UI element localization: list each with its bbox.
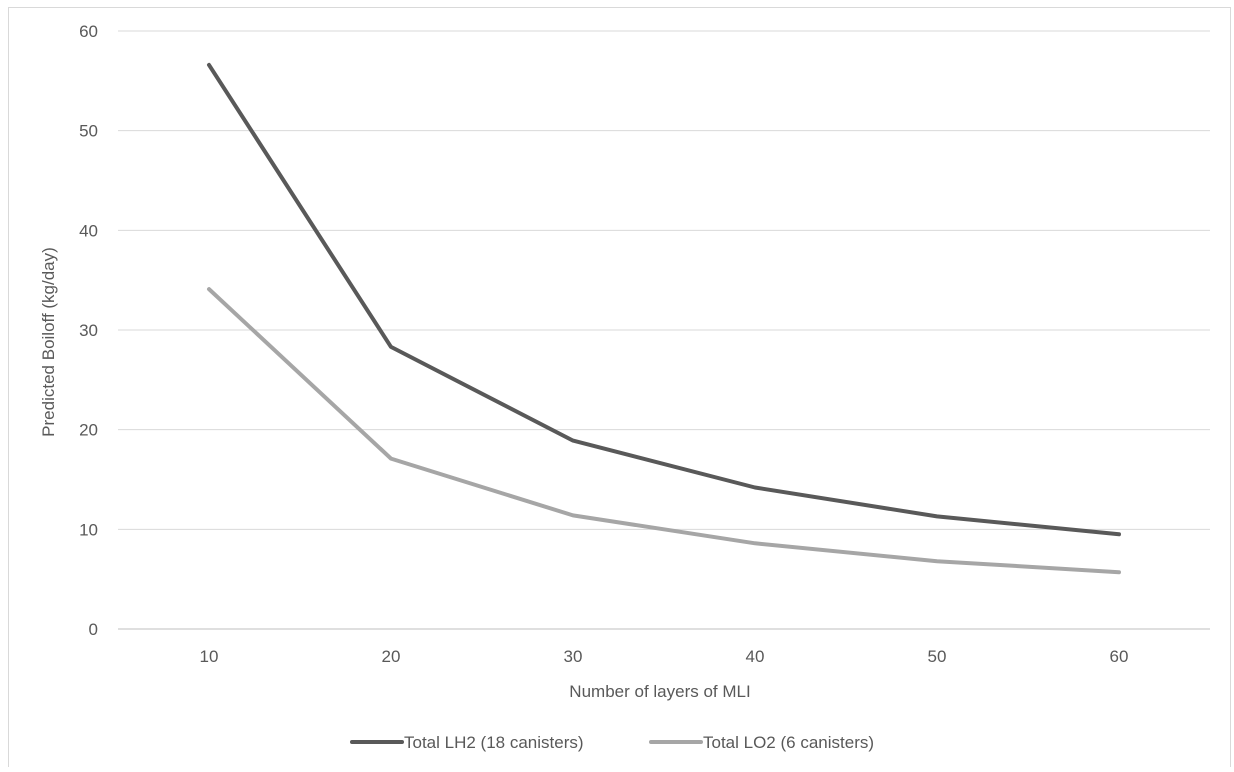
x-axis-ticks: 10 20 30 40 50 60 [200, 647, 1129, 666]
chart-border [8, 7, 1231, 768]
x-tick-label: 50 [928, 647, 947, 666]
x-axis-label: Number of layers of MLI [569, 682, 750, 701]
series-lines [207, 62, 1121, 575]
x-tick-label: 10 [200, 647, 219, 666]
legend-item-1: Total LH2 (18 canisters) [350, 733, 584, 752]
x-tick-label: 60 [1110, 647, 1129, 666]
legend-label: Total LH2 (18 canisters) [404, 733, 584, 752]
series-line-2 [207, 287, 1121, 575]
gridlines [118, 30, 1210, 630]
y-tick-label: 50 [79, 122, 98, 141]
y-tick-label: 10 [79, 520, 98, 539]
legend-item-2: Total LO2 (6 canisters) [649, 733, 874, 752]
y-axis-label: Predicted Boiloff (kg/day) [39, 247, 58, 437]
y-tick-label: 30 [79, 321, 98, 340]
y-tick-label: 20 [79, 421, 98, 440]
x-tick-label: 20 [382, 647, 401, 666]
legend: Total LH2 (18 canisters) Total LO2 (6 can… [350, 733, 874, 752]
legend-label: Total LO2 (6 canisters) [703, 733, 874, 752]
y-tick-label: 40 [79, 221, 98, 240]
y-tick-label: 60 [79, 22, 98, 41]
y-tick-label: 0 [89, 620, 98, 639]
y-axis-ticks: 0 10 20 30 40 50 60 [79, 22, 98, 639]
x-tick-label: 30 [564, 647, 583, 666]
series-line-1 [207, 62, 1121, 537]
x-tick-label: 40 [746, 647, 765, 666]
